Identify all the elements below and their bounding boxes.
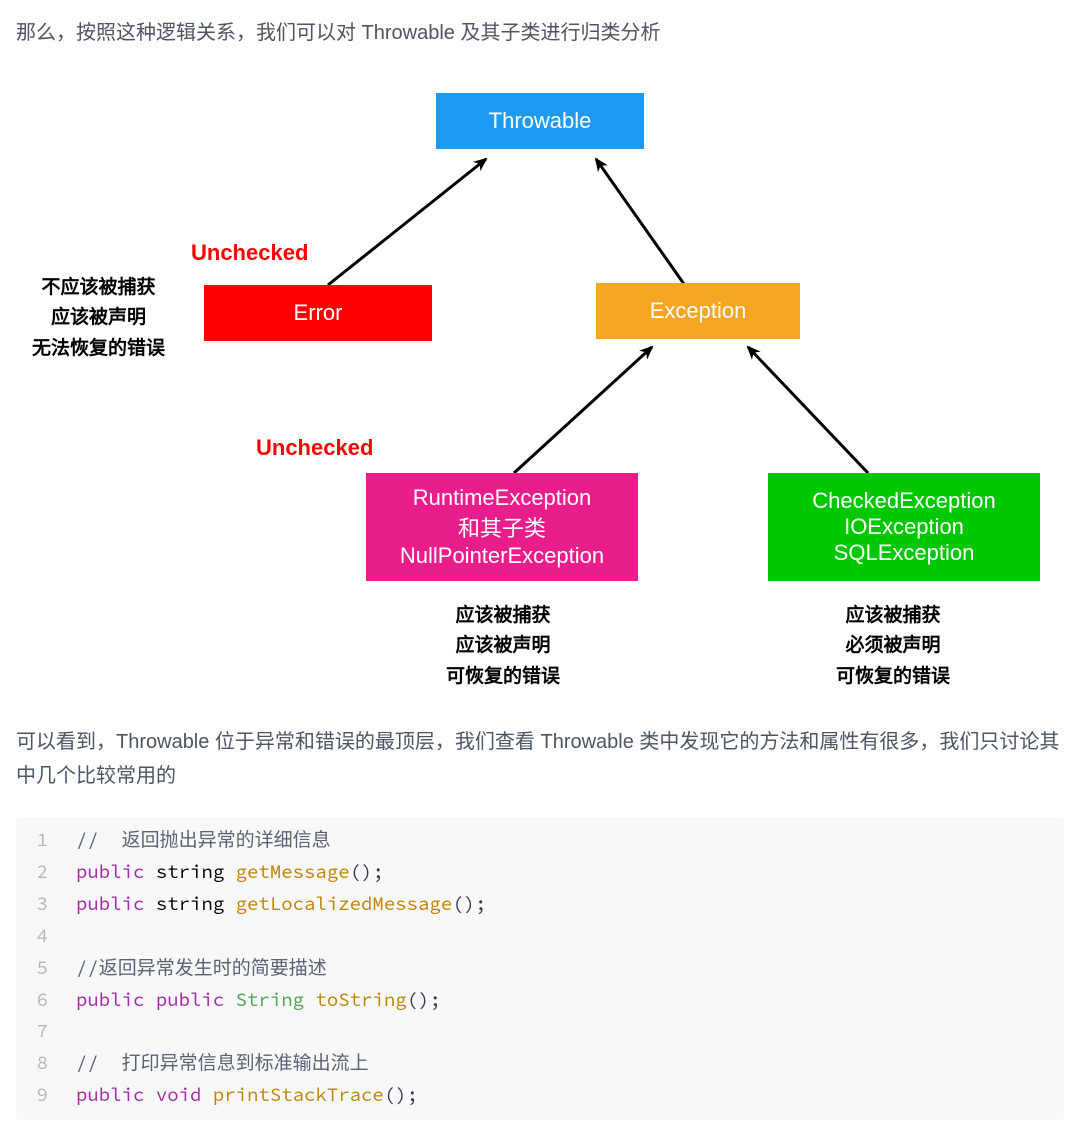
code-content: public string getLocalizedMessage(); bbox=[76, 889, 486, 921]
node-line: IOException bbox=[844, 514, 964, 540]
runtime-description: 应该被捕获应该被声明可恢复的错误 bbox=[446, 601, 560, 692]
description-line: 可恢复的错误 bbox=[836, 662, 950, 692]
code-line: 2public string getMessage(); bbox=[16, 857, 1064, 889]
node-line: SQLException bbox=[834, 540, 975, 566]
unchecked-label-1: Unchecked bbox=[191, 240, 308, 266]
line-number: 2 bbox=[16, 857, 76, 889]
outro-paragraph: 可以看到，Throwable 位于异常和错误的最顶层，我们查看 Throwabl… bbox=[16, 725, 1064, 793]
code-content bbox=[76, 1016, 87, 1048]
description-line: 应该被捕获 bbox=[836, 601, 950, 631]
node-error-label: Error bbox=[294, 300, 343, 326]
node-exception: Exception bbox=[596, 283, 800, 339]
line-number: 8 bbox=[16, 1048, 76, 1080]
code-block: 1// 返回抛出异常的详细信息2public string getMessage… bbox=[16, 817, 1064, 1120]
description-line: 应该被声明 bbox=[32, 303, 165, 333]
code-content bbox=[76, 921, 87, 953]
code-line: 7 bbox=[16, 1016, 1064, 1048]
code-line: 4 bbox=[16, 921, 1064, 953]
code-line: 6public public String toString(); bbox=[16, 985, 1064, 1017]
line-number: 5 bbox=[16, 953, 76, 985]
line-number: 6 bbox=[16, 985, 76, 1017]
node-line: CheckedException bbox=[812, 488, 995, 514]
unchecked-label-2: Unchecked bbox=[256, 435, 373, 461]
code-line: 8// 打印异常信息到标准输出流上 bbox=[16, 1048, 1064, 1080]
node-exception-label: Exception bbox=[650, 298, 747, 324]
code-content: // 返回抛出异常的详细信息 bbox=[76, 825, 331, 857]
intro-paragraph: 那么，按照这种逻辑关系，我们可以对 Throwable 及其子类进行归类分析 bbox=[16, 16, 1064, 45]
line-number: 9 bbox=[16, 1080, 76, 1112]
code-content: public public String toString(); bbox=[76, 985, 441, 1017]
description-line: 不应该被捕获 bbox=[32, 273, 165, 303]
node-line: 和其子类 bbox=[458, 511, 546, 543]
code-line: 3public string getLocalizedMessage(); bbox=[16, 889, 1064, 921]
description-line: 无法恢复的错误 bbox=[32, 334, 165, 364]
node-line: RuntimeException bbox=[413, 485, 592, 511]
description-line: 可恢复的错误 bbox=[446, 662, 560, 692]
node-throwable-label: Throwable bbox=[489, 108, 592, 134]
checked-description: 应该被捕获必须被声明可恢复的错误 bbox=[836, 601, 950, 692]
node-checked-exception: CheckedExceptionIOExceptionSQLException bbox=[768, 473, 1040, 581]
node-error: Error bbox=[204, 285, 432, 341]
node-runtime-exception: RuntimeException和其子类NullPointerException bbox=[366, 473, 638, 581]
node-throwable: Throwable bbox=[436, 93, 644, 149]
description-line: 必须被声明 bbox=[836, 631, 950, 661]
code-content: public void printStackTrace(); bbox=[76, 1080, 418, 1112]
code-content: public string getMessage(); bbox=[76, 857, 384, 889]
line-number: 4 bbox=[16, 921, 76, 953]
description-line: 应该被捕获 bbox=[446, 601, 560, 631]
line-number: 7 bbox=[16, 1016, 76, 1048]
description-line: 应该被声明 bbox=[446, 631, 560, 661]
code-line: 9public void printStackTrace(); bbox=[16, 1080, 1064, 1112]
line-number: 3 bbox=[16, 889, 76, 921]
line-number: 1 bbox=[16, 825, 76, 857]
code-content: //返回异常发生时的简要描述 bbox=[76, 953, 327, 985]
throwable-hierarchy-diagram: Throwable Error Exception RuntimeExcepti… bbox=[16, 85, 1064, 685]
code-content: // 打印异常信息到标准输出流上 bbox=[76, 1048, 369, 1080]
code-line: 1// 返回抛出异常的详细信息 bbox=[16, 825, 1064, 857]
error-description: 不应该被捕获应该被声明无法恢复的错误 bbox=[32, 273, 165, 364]
node-line: NullPointerException bbox=[400, 543, 604, 569]
code-line: 5//返回异常发生时的简要描述 bbox=[16, 953, 1064, 985]
diagram-arrows bbox=[16, 85, 1064, 685]
